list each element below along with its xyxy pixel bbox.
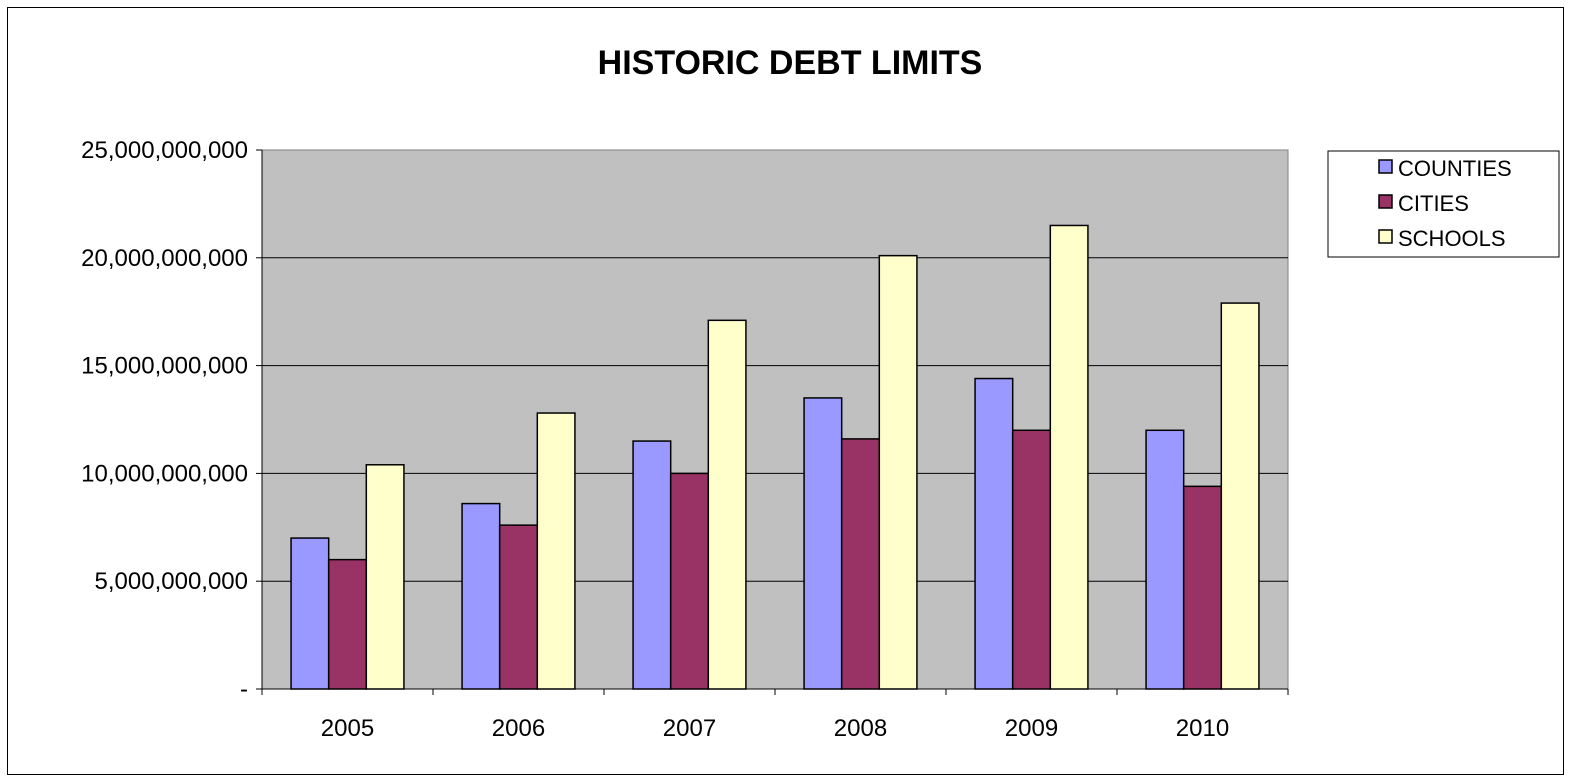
y-tick-label: 25,000,000,000: [81, 137, 248, 164]
legend-label-cities: CITIES: [1398, 191, 1469, 216]
x-tick-label: 2005: [321, 715, 374, 742]
y-axis-labels: - 5,000,000,000 10,000,000,000 15,000,000,0…: [81, 137, 248, 703]
legend-label-counties: COUNTIES: [1398, 156, 1512, 181]
legend-swatch-counties: [1378, 159, 1393, 174]
bar-schools-2010: [1220, 302, 1260, 690]
bar-cities-2005: [327, 558, 368, 690]
axes: [256, 149, 1289, 695]
bar-counties-2005: [290, 537, 330, 690]
bar-schools-2006: [536, 412, 576, 690]
bar-schools-2007: [707, 319, 747, 690]
bar-cities-2009: [1011, 429, 1052, 690]
bar-cities-2008: [840, 438, 881, 690]
x-tick-label: 2010: [1176, 715, 1229, 742]
x-tick-label: 2006: [492, 715, 545, 742]
plot-area: [261, 149, 1289, 690]
x-tick-label: 2008: [834, 715, 887, 742]
y-tick-label: -: [240, 676, 248, 703]
bar-cities-2010: [1182, 485, 1223, 690]
gridlines: [262, 257, 1288, 582]
bar-cities-2006: [498, 524, 539, 690]
legend-swatch-schools: [1378, 229, 1393, 244]
legend-swatch-cities: [1378, 194, 1393, 209]
bar-schools-2009: [1049, 224, 1089, 690]
y-tick-label: 5,000,000,000: [95, 568, 248, 595]
x-tick-label: 2007: [663, 715, 716, 742]
y-tick-label: 10,000,000,000: [81, 460, 248, 487]
bar-schools-2005: [365, 464, 405, 690]
legend: COUNTIES CITIES SCHOOLS: [1327, 150, 1560, 258]
x-tick-label: 2009: [1005, 715, 1058, 742]
bar-counties-2009: [974, 377, 1014, 690]
legend-box: [1327, 150, 1560, 258]
x-axis-labels: 2005 2006 2007 2008 2009 2010: [321, 715, 1229, 742]
bar-cities-2007: [669, 472, 710, 690]
bar-schools-2008: [878, 254, 918, 690]
bar-counties-2010: [1145, 429, 1185, 690]
y-tick-label: 20,000,000,000: [81, 245, 248, 272]
bar-counties-2008: [803, 397, 843, 690]
y-tick-label: 15,000,000,000: [81, 353, 248, 380]
bar-counties-2006: [461, 502, 501, 690]
legend-label-schools: SCHOOLS: [1398, 226, 1506, 251]
bar-counties-2007: [632, 440, 672, 690]
bars: [290, 224, 1260, 690]
chart-title: HISTORIC DEBT LIMITS: [598, 44, 983, 82]
